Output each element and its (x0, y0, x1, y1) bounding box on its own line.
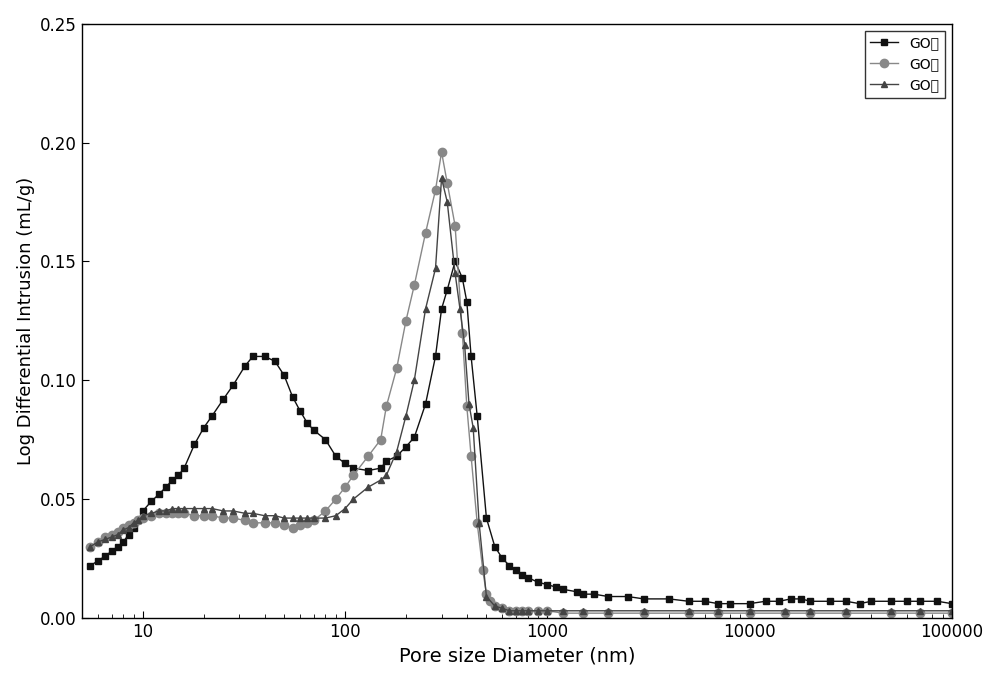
GO上 (84, 561, 96, 569)
GO中 (269, 519, 281, 527)
GO下 (420, 305, 432, 313)
Line: GO下: GO下 (87, 175, 955, 614)
GO上 (946, 599, 958, 608)
X-axis label: Pore size Diameter (nm): Pore size Diameter (nm) (399, 647, 635, 666)
GO下 (84, 542, 96, 550)
Line: GO中: GO中 (86, 148, 956, 617)
GO下 (269, 512, 281, 520)
Line: GO上: GO上 (87, 258, 955, 607)
GO中 (602, 609, 614, 617)
GO下 (503, 607, 515, 615)
GO上 (663, 595, 675, 603)
GO中 (380, 402, 392, 411)
Y-axis label: Log Differential Intrusion (mL/g): Log Differential Intrusion (mL/g) (17, 177, 35, 465)
GO中 (84, 542, 96, 550)
GO上 (137, 507, 149, 515)
GO下 (804, 607, 816, 615)
GO中 (683, 609, 695, 617)
GO上 (112, 542, 124, 550)
GO上 (99, 552, 111, 560)
GO中 (946, 609, 958, 617)
GO中 (779, 609, 791, 617)
GO上 (712, 599, 724, 608)
GO下 (473, 519, 485, 527)
GO上 (430, 353, 442, 361)
GO下 (946, 607, 958, 615)
GO上 (449, 257, 461, 265)
GO下 (436, 174, 448, 182)
GO中 (188, 512, 200, 520)
GO下 (145, 509, 157, 518)
GO上 (785, 595, 797, 603)
GO中 (557, 609, 569, 617)
GO下 (459, 340, 471, 349)
Legend: GO上, GO中, GO下: GO上, GO中, GO下 (865, 31, 945, 98)
GO中 (436, 148, 448, 156)
